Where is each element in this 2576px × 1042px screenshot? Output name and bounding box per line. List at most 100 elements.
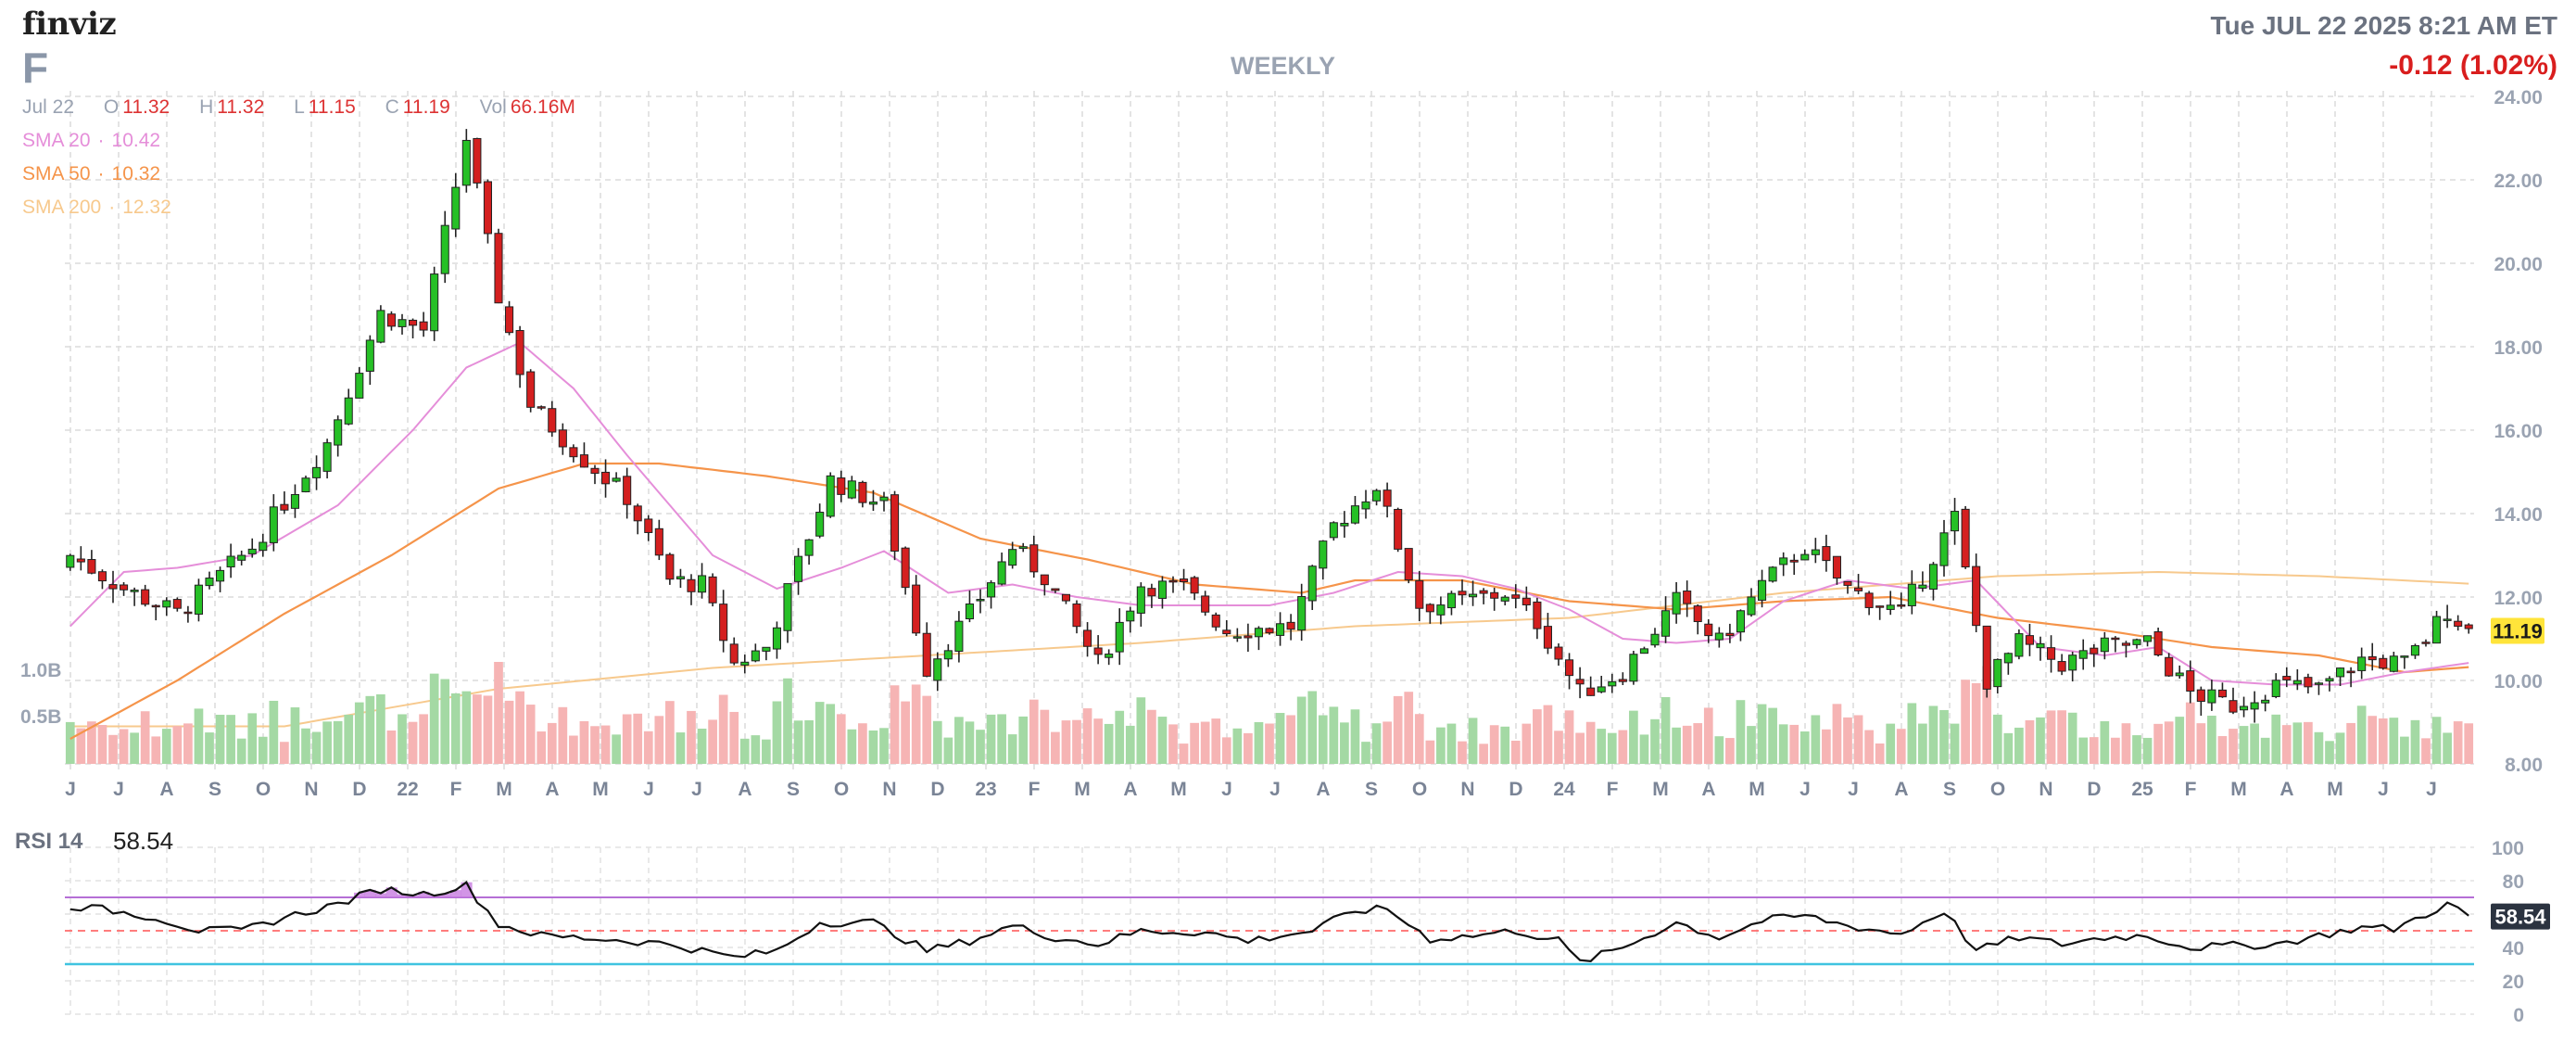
- candle-up: [772, 627, 781, 650]
- rsi-panel: [65, 881, 2474, 966]
- candle-up: [301, 477, 310, 493]
- volume-bar-down: [280, 742, 289, 764]
- candle-up: [1254, 628, 1263, 638]
- candle-up: [322, 442, 332, 472]
- candle-up: [751, 650, 760, 662]
- time-axis: J J A S O N D 22 F M A M J J A S O N D 23 F M A M J J A S O N D 24 F M A M J…: [65, 779, 2437, 800]
- candle-up: [826, 475, 835, 517]
- volume-bar-down: [1179, 743, 1189, 764]
- volume-bar-down: [2464, 723, 2474, 764]
- candle-up: [451, 186, 461, 230]
- candle-up: [1928, 564, 1938, 591]
- candle-down: [2464, 624, 2473, 629]
- candle-down: [1201, 595, 1210, 613]
- volume-bar-up: [1115, 710, 1125, 764]
- candle-up: [2389, 655, 2398, 672]
- volume-bar-up: [1811, 715, 1821, 764]
- candle-down: [579, 454, 588, 468]
- candle-up: [1126, 610, 1135, 622]
- volume-bar-up: [215, 715, 225, 764]
- time-tick-label: A: [1316, 779, 1330, 800]
- candle-down: [1575, 679, 1585, 685]
- candle-down: [1147, 588, 1156, 597]
- candle-up: [976, 599, 985, 602]
- candle-up: [997, 561, 1006, 585]
- time-tick-label: S: [1365, 779, 1378, 800]
- time-tick-label: J: [113, 779, 124, 800]
- candle-down: [858, 481, 867, 503]
- volume-bar-up: [2175, 717, 2185, 764]
- candle-down: [1222, 629, 1231, 635]
- time-tick-label: O: [834, 779, 849, 800]
- time-tick-label: M: [592, 779, 609, 800]
- close-label: C: [385, 96, 399, 118]
- volume-bar-down: [172, 726, 183, 764]
- time-tick-label: N: [882, 779, 896, 800]
- volume-bar-up: [1597, 729, 1607, 764]
- volume-bar-down: [1040, 709, 1050, 764]
- candle-down: [1875, 605, 1885, 608]
- volume-bar-down: [1286, 715, 1295, 764]
- volume-bar-up: [2410, 719, 2420, 764]
- price-tick-label: 24.00: [2494, 87, 2543, 108]
- time-tick-label: J: [2378, 779, 2389, 800]
- volume-bar-up: [2314, 731, 2324, 764]
- sma20-label: SMA 20: [22, 130, 91, 151]
- candle-down: [1061, 593, 1070, 602]
- candle-down: [687, 578, 696, 592]
- volume-bar-up: [1125, 725, 1135, 764]
- volume-bar-up: [954, 717, 964, 764]
- time-tick-label: M: [1749, 779, 1765, 800]
- price-tick-label: 14.00: [2494, 504, 2543, 526]
- candle-up: [612, 477, 621, 482]
- time-tick-label: 22: [397, 779, 418, 800]
- candle-up: [2410, 644, 2419, 656]
- candle-up: [2357, 656, 2367, 671]
- candle-down: [558, 429, 567, 448]
- time-tick-label: F: [450, 779, 462, 800]
- volume-bar-down: [1971, 682, 1981, 764]
- volume-bar-down: [2164, 721, 2174, 764]
- candle-down: [1093, 647, 1103, 655]
- volume-bar-down: [87, 721, 96, 764]
- volume-bar-up: [2067, 712, 2077, 764]
- time-tick-label: D: [352, 779, 366, 800]
- candle-up: [2432, 616, 2442, 644]
- volume-bar-down: [1822, 729, 1831, 764]
- finviz-logo[interactable]: finviz: [22, 6, 117, 43]
- time-tick-label: M: [1170, 779, 1187, 800]
- rsi-line: [69, 881, 2469, 962]
- volume-bar-down: [1221, 737, 1231, 764]
- time-tick-label: M: [2230, 779, 2247, 800]
- volume-bar-up: [1928, 705, 1938, 764]
- candle-up: [1500, 596, 1509, 602]
- candle-down: [1586, 687, 1596, 696]
- candle-down: [708, 576, 717, 604]
- volume-bar-up: [2260, 737, 2270, 764]
- volume-bar-down: [1147, 709, 1156, 764]
- price-tick-label: 10.00: [2494, 671, 2543, 693]
- volume-bar-down: [2121, 723, 2131, 764]
- candle-up: [2250, 702, 2259, 710]
- rsi-overbought-fill: [439, 894, 451, 897]
- volume-bar-down: [911, 684, 921, 764]
- rsi-overbought-fill: [397, 894, 409, 897]
- volume-bar-down: [1618, 730, 1628, 764]
- volume-scale-05b: 0.5B: [20, 706, 62, 728]
- volume-bar-up: [65, 721, 75, 764]
- sma50-value: 10.32: [111, 163, 161, 184]
- rsi-tick-label: 40: [2503, 938, 2524, 959]
- price-badge-text: 11.19: [2493, 619, 2543, 642]
- volume-bar-down: [1585, 721, 1596, 764]
- volume-bar-up: [1157, 717, 1168, 764]
- candle-up: [194, 584, 203, 616]
- candle-up: [1736, 610, 1745, 633]
- volume-bar-up: [1500, 726, 1510, 764]
- volume-bar-up: [2400, 736, 2409, 764]
- candle-down: [633, 505, 642, 522]
- volume-bar-up: [376, 694, 385, 764]
- volume-bar-up: [1104, 723, 1114, 764]
- candle-down: [2282, 676, 2292, 680]
- candle-up: [698, 575, 707, 593]
- candle-up: [794, 555, 803, 582]
